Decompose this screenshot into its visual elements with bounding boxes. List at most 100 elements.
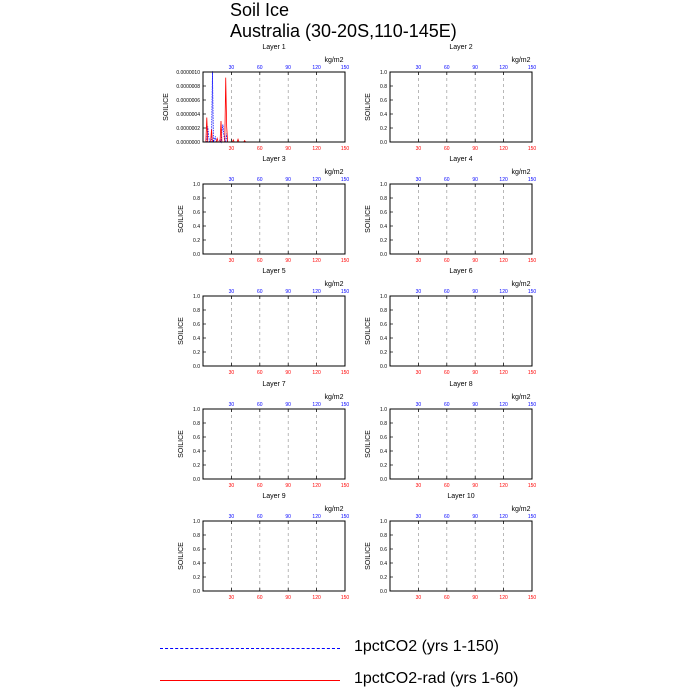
- y-tick-label: 0.8: [193, 308, 200, 314]
- y-tick-label: 0.6: [380, 435, 387, 441]
- y-tick-label: 0.8: [380, 84, 387, 90]
- plot-frame: [389, 520, 533, 592]
- y-tick-label: 0.0: [193, 477, 200, 483]
- top-tick-label: 120: [312, 65, 321, 71]
- y-tick-label: 1.0: [380, 294, 387, 300]
- y-tick-label: 0.4: [380, 449, 387, 455]
- y-tick-label: 0.2: [380, 575, 387, 581]
- top-tick-label: 150: [341, 514, 350, 520]
- bottom-tick-label: 120: [499, 595, 508, 601]
- bottom-tick-label: 90: [285, 146, 291, 152]
- top-tick-label: 120: [312, 402, 321, 408]
- y-tick-label: 0.4: [193, 224, 200, 230]
- top-tick-label: 90: [472, 289, 478, 295]
- bottom-tick-label: 90: [472, 258, 478, 264]
- top-tick-label: 60: [257, 289, 263, 295]
- y-tick-label: 1.0: [193, 294, 200, 300]
- plot-frame: [202, 408, 346, 480]
- units-label: kg/m2: [511, 57, 530, 64]
- panel-2: Layer 2 kg/m2 30 60 90 120 150 30 60 90 120 150 0.0 0…: [365, 44, 536, 152]
- top-tick-label: 30: [416, 514, 422, 520]
- y-tick-label: 0.6: [380, 547, 387, 553]
- bottom-tick-label: 60: [257, 370, 263, 376]
- units-label: kg/m2: [324, 57, 343, 64]
- y-tick-label: 0.4: [193, 561, 200, 567]
- y-tick-label: 0.6: [380, 98, 387, 104]
- panel-title: Layer 9: [262, 493, 285, 500]
- y-axis-label: SOILICE: [163, 93, 170, 121]
- bottom-tick-label: 150: [528, 483, 537, 489]
- top-tick-label: 150: [341, 289, 350, 295]
- y-tick-label: 0.6: [380, 210, 387, 216]
- top-tick-label: 60: [257, 514, 263, 520]
- top-tick-label: 120: [499, 177, 508, 183]
- y-tick-label: 0.8: [193, 421, 200, 427]
- top-tick-label: 90: [285, 65, 291, 71]
- plot-frame: [389, 183, 533, 255]
- top-tick-label: 120: [312, 177, 321, 183]
- y-tick-label: 0.0000010: [176, 70, 200, 76]
- top-tick-label: 30: [229, 289, 235, 295]
- y-tick-label: 0.0000000: [176, 140, 200, 146]
- bottom-tick-label: 30: [229, 483, 235, 489]
- bottom-tick-label: 120: [312, 370, 321, 376]
- plot-frame: [202, 295, 346, 367]
- units-label: kg/m2: [324, 506, 343, 513]
- y-tick-label: 0.0000004: [176, 112, 200, 118]
- top-tick-label: 30: [416, 65, 422, 71]
- y-tick-label: 0.0000008: [176, 84, 200, 90]
- top-tick-label: 120: [499, 65, 508, 71]
- top-tick-label: 60: [257, 402, 263, 408]
- bottom-tick-label: 150: [528, 258, 537, 264]
- y-tick-label: 1.0: [380, 407, 387, 413]
- top-tick-label: 90: [472, 65, 478, 71]
- bottom-tick-label: 150: [528, 595, 537, 601]
- chart-title: Soil Ice: [230, 0, 290, 20]
- panel-6: Layer 6 kg/m2 30 60 90 120 150 30 60 90 120 150 0.0 0…: [365, 268, 536, 376]
- y-axis-label: SOILICE: [365, 542, 372, 570]
- y-tick-label: 1.0: [193, 407, 200, 413]
- bottom-tick-label: 60: [444, 483, 450, 489]
- series-line-1pctco2-rad: [203, 77, 246, 143]
- bottom-tick-label: 60: [257, 146, 263, 152]
- y-tick-label: 0.8: [193, 533, 200, 539]
- y-tick-label: 0.6: [193, 210, 200, 216]
- top-tick-label: 120: [312, 289, 321, 295]
- y-tick-label: 1.0: [380, 519, 387, 525]
- y-tick-label: 0.6: [380, 322, 387, 328]
- panel-title: Layer 8: [449, 381, 472, 388]
- legend-label: 1pctCO2-rad (yrs 1-60): [354, 670, 519, 687]
- top-tick-label: 150: [528, 65, 537, 71]
- y-tick-label: 0.0: [380, 252, 387, 258]
- y-tick-label: 0.4: [193, 336, 200, 342]
- bottom-tick-label: 150: [341, 595, 350, 601]
- y-tick-label: 0.0000002: [176, 126, 200, 132]
- y-tick-label: 0.6: [193, 547, 200, 553]
- y-tick-label: 1.0: [193, 182, 200, 188]
- y-tick-label: 0.6: [193, 322, 200, 328]
- y-axis-label: SOILICE: [178, 430, 185, 458]
- bottom-tick-label: 30: [229, 146, 235, 152]
- y-tick-label: 0.6: [193, 435, 200, 441]
- bottom-tick-label: 120: [312, 595, 321, 601]
- panel-title: Layer 10: [447, 493, 474, 500]
- panel-title: Layer 4: [449, 156, 472, 163]
- bottom-tick-label: 90: [285, 370, 291, 376]
- y-axis-label: SOILICE: [178, 205, 185, 233]
- top-tick-label: 30: [229, 65, 235, 71]
- top-tick-label: 90: [472, 514, 478, 520]
- top-tick-label: 150: [528, 402, 537, 408]
- bottom-tick-label: 150: [341, 370, 350, 376]
- legend-item-1pctco2-rad: 1pctCO2-rad (yrs 1-60): [160, 670, 580, 692]
- y-tick-label: 0.2: [193, 238, 200, 244]
- y-axis-label: SOILICE: [365, 93, 372, 121]
- panel-title: Layer 2: [449, 44, 472, 51]
- top-tick-label: 60: [444, 177, 450, 183]
- top-tick-label: 30: [416, 402, 422, 408]
- y-tick-label: 0.0000006: [176, 98, 200, 104]
- bottom-tick-label: 150: [528, 370, 537, 376]
- legend-swatch-dashed: [160, 648, 340, 649]
- y-tick-label: 0.4: [380, 112, 387, 118]
- top-tick-label: 60: [257, 177, 263, 183]
